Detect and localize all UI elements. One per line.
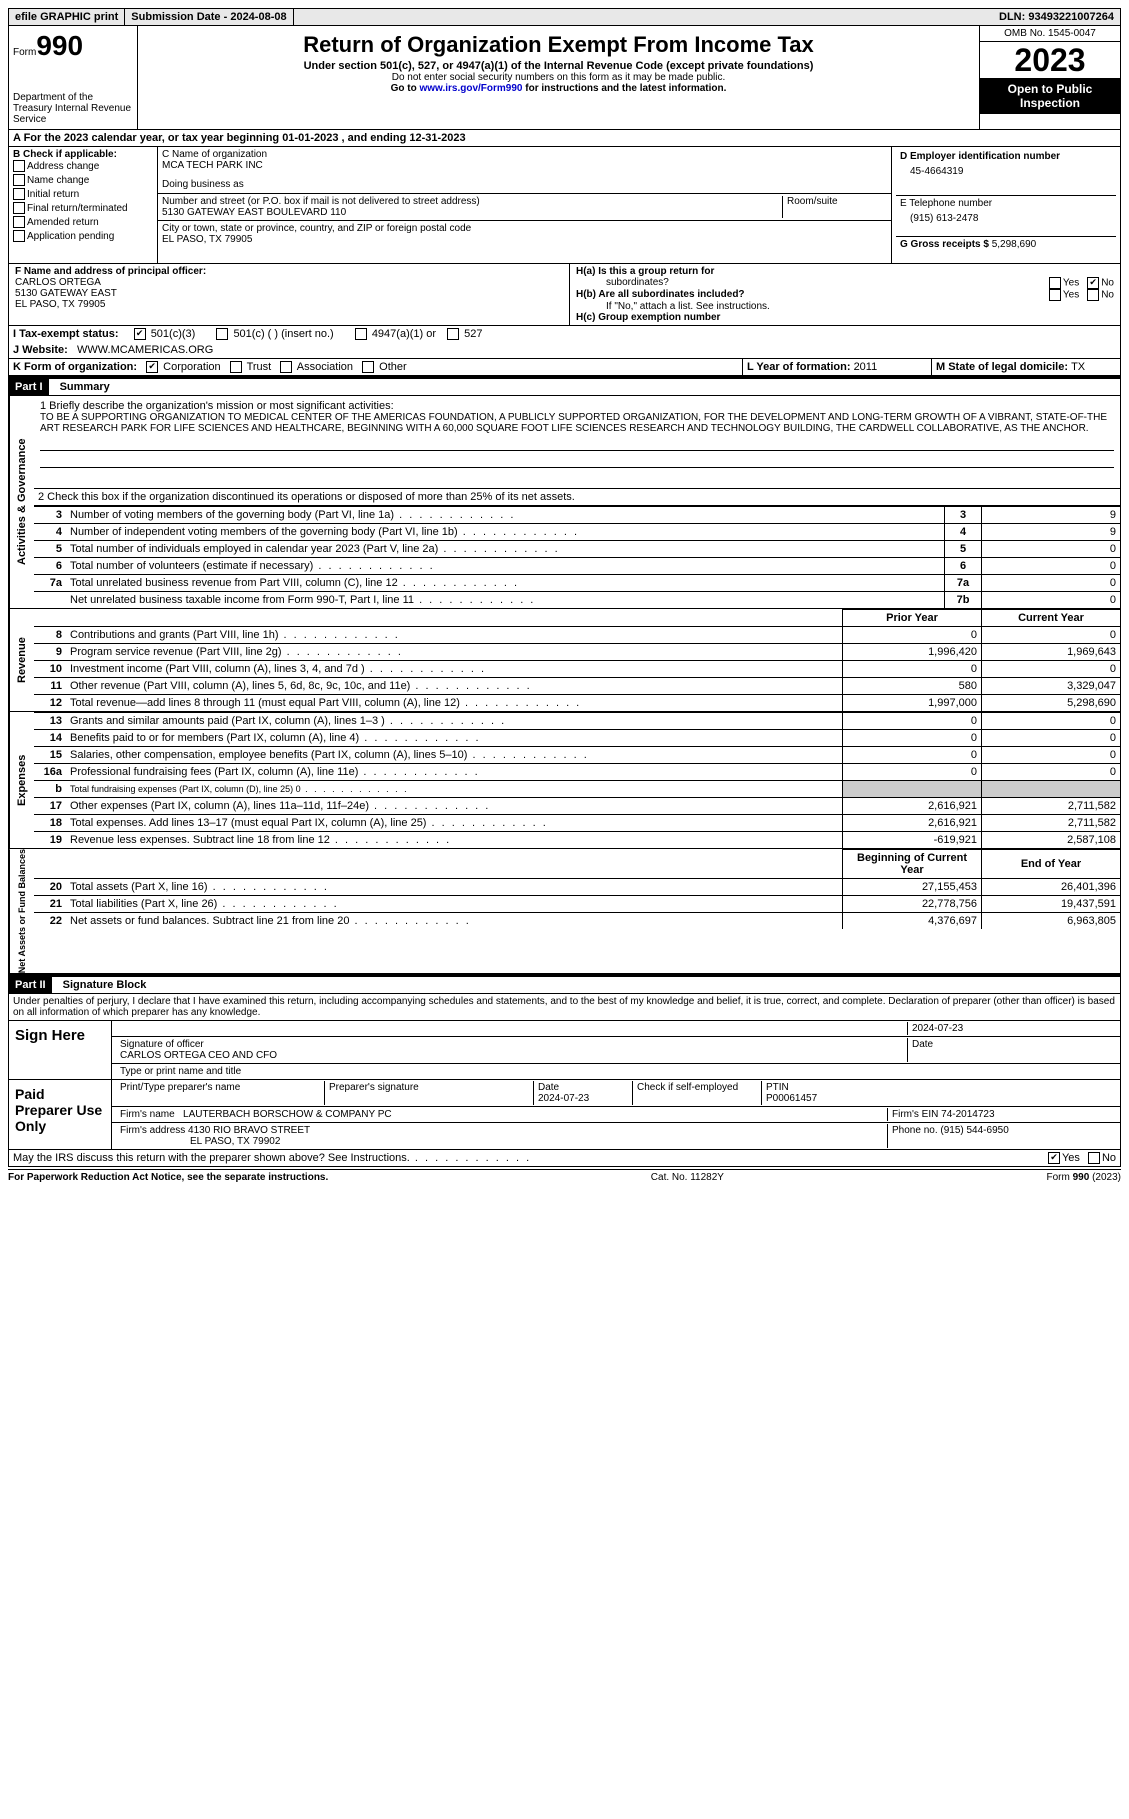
- row-m: M State of legal domicile: TX: [932, 359, 1120, 375]
- governance-table: 3Number of voting members of the governi…: [34, 506, 1120, 608]
- cb-name[interactable]: Name change: [13, 174, 153, 188]
- firm-addr1: 4130 RIO BRAVO STREET: [188, 1125, 310, 1136]
- cb-501c3[interactable]: 501(c)(3): [134, 328, 196, 340]
- col-b: B Check if applicable: Address change Na…: [9, 147, 158, 263]
- top-bar: efile GRAPHIC print Submission Date - 20…: [8, 8, 1121, 26]
- hb-no[interactable]: No: [1087, 289, 1114, 301]
- cb-pending[interactable]: Application pending: [13, 230, 153, 244]
- discuss-yes[interactable]: Yes: [1048, 1152, 1080, 1164]
- pra-notice: For Paperwork Reduction Act Notice, see …: [8, 1172, 328, 1183]
- form-ref: Form 990 (2023): [1047, 1172, 1121, 1183]
- part2-header: Part II Signature Block: [8, 975, 1121, 994]
- firm-ein: 74-2014723: [941, 1109, 994, 1120]
- org-name: MCA TECH PARK INC: [162, 160, 887, 171]
- officer-group-row: F Name and address of principal officer:…: [8, 264, 1121, 326]
- revenue-table: Prior YearCurrent Year8Contributions and…: [34, 609, 1120, 711]
- dept-label: Department of the Treasury Internal Reve…: [13, 92, 133, 125]
- cb-assoc[interactable]: Association: [280, 361, 353, 373]
- col-d: D Employer identification number 45-4664…: [892, 147, 1120, 263]
- omb-number: OMB No. 1545-0047: [980, 26, 1120, 42]
- header-left: Form990 Department of the Treasury Inter…: [9, 26, 138, 129]
- dln-cell: DLN: 93493221007264: [993, 9, 1120, 25]
- cat-no: Cat. No. 11282Y: [651, 1172, 724, 1183]
- balance-table: Beginning of Current YearEnd of Year20To…: [34, 849, 1120, 929]
- tax-year: 2023: [980, 42, 1120, 78]
- ptin-value: P00061457: [766, 1093, 817, 1104]
- cb-amended[interactable]: Amended return: [13, 216, 153, 230]
- officer-name: CARLOS ORTEGA: [15, 277, 563, 288]
- inspection-badge: Open to Public Inspection: [980, 78, 1120, 114]
- cb-corp[interactable]: Corporation: [146, 361, 221, 373]
- side-netassets: Net Assets or Fund Balances: [9, 849, 34, 973]
- governance-section: Activities & Governance 1 Briefly descri…: [8, 396, 1121, 609]
- cb-501c[interactable]: 501(c) ( ) (insert no.): [216, 328, 333, 340]
- revenue-section: Revenue Prior YearCurrent Year8Contribut…: [8, 609, 1121, 712]
- submission-cell: Submission Date - 2024-08-08: [125, 9, 293, 25]
- expenses-section: Expenses 13Grants and similar amounts pa…: [8, 712, 1121, 849]
- sign-here-block: Sign Here 2024-07-23 Signature of office…: [8, 1021, 1121, 1080]
- cb-address[interactable]: Address change: [13, 160, 153, 174]
- footer: For Paperwork Reduction Act Notice, see …: [8, 1169, 1121, 1183]
- cb-trust[interactable]: Trust: [230, 361, 272, 373]
- discuss-row: May the IRS discuss this return with the…: [8, 1150, 1121, 1167]
- cb-final[interactable]: Final return/terminated: [13, 202, 153, 216]
- netassets-section: Net Assets or Fund Balances Beginning of…: [8, 849, 1121, 975]
- form-header: Form990 Department of the Treasury Inter…: [8, 26, 1121, 130]
- street-address: 5130 GATEWAY EAST BOULEVARD 110: [162, 207, 782, 218]
- col-f: F Name and address of principal officer:…: [9, 264, 570, 325]
- header-right: OMB No. 1545-0047 2023 Open to Public In…: [980, 26, 1120, 129]
- preparer-label: Paid Preparer Use Only: [9, 1080, 112, 1149]
- cb-4947[interactable]: 4947(a)(1) or: [355, 328, 436, 340]
- col-h: H(a) Is this a group return for subordin…: [570, 264, 1120, 325]
- efile-label: efile GRAPHIC print: [9, 9, 125, 25]
- row-l: L Year of formation: 2011: [743, 359, 932, 375]
- gross-receipts: 5,298,690: [992, 239, 1037, 250]
- row-i: I Tax-exempt status: 501(c)(3) 501(c) ( …: [8, 326, 1121, 342]
- website-value: WWW.MCAMERICAS.ORG: [77, 344, 213, 356]
- prep-date: 2024-07-23: [538, 1093, 589, 1104]
- row-k: K Form of organization: Corporation Trus…: [9, 359, 743, 375]
- side-expenses: Expenses: [9, 712, 34, 848]
- perjury-text: Under penalties of perjury, I declare th…: [8, 994, 1121, 1021]
- entity-block: B Check if applicable: Address change Na…: [8, 147, 1121, 264]
- mission-text: TO BE A SUPPORTING ORGANIZATION TO MEDIC…: [40, 412, 1114, 434]
- ein-value: 45-4664319: [900, 166, 1112, 177]
- header-mid: Return of Organization Exempt From Incom…: [138, 26, 980, 129]
- ha-yes[interactable]: Yes: [1049, 277, 1079, 289]
- sign-here-label: Sign Here: [9, 1021, 112, 1079]
- telephone: (915) 613-2478: [900, 213, 1112, 224]
- side-revenue: Revenue: [9, 609, 34, 711]
- side-governance: Activities & Governance: [9, 396, 34, 608]
- hb-yes[interactable]: Yes: [1049, 289, 1079, 301]
- city-state-zip: EL PASO, TX 79905: [162, 234, 887, 245]
- mission-block: 1 Briefly describe the organization's mi…: [34, 396, 1120, 489]
- preparer-block: Paid Preparer Use Only Print/Type prepar…: [8, 1080, 1121, 1150]
- cb-other[interactable]: Other: [362, 361, 407, 373]
- row-klm: K Form of organization: Corporation Trus…: [8, 359, 1121, 377]
- officer-sig-name: CARLOS ORTEGA CEO AND CFO: [120, 1050, 903, 1061]
- sign-date: 2024-07-23: [908, 1022, 1116, 1035]
- expenses-table: 13Grants and similar amounts paid (Part …: [34, 712, 1120, 848]
- form-title: Return of Organization Exempt From Incom…: [142, 32, 975, 58]
- col-c: C Name of organization MCA TECH PARK INC…: [158, 147, 892, 263]
- ssn-note: Do not enter social security numbers on …: [142, 72, 975, 83]
- ha-no[interactable]: No: [1087, 277, 1114, 289]
- cb-initial[interactable]: Initial return: [13, 188, 153, 202]
- discuss-no[interactable]: No: [1088, 1152, 1116, 1164]
- goto-note: Go to www.irs.gov/Form990 for instructio…: [142, 83, 975, 94]
- irs-link[interactable]: www.irs.gov/Form990: [419, 83, 522, 94]
- self-employed-check[interactable]: Check if self-employed: [633, 1081, 762, 1105]
- firm-name: LAUTERBACH BORSCHOW & COMPANY PC: [183, 1109, 392, 1120]
- cb-527[interactable]: 527: [447, 328, 482, 340]
- form-number: 990: [36, 30, 83, 61]
- row-j: J Website: WWW.MCAMERICAS.ORG: [8, 342, 1121, 359]
- firm-phone: (915) 544-6950: [940, 1125, 1008, 1136]
- part1-header: Part I Summary: [8, 377, 1121, 396]
- form-subtitle: Under section 501(c), 527, or 4947(a)(1)…: [142, 60, 975, 72]
- line-a: A For the 2023 calendar year, or tax yea…: [8, 130, 1121, 147]
- room-label: Room/suite: [782, 196, 887, 218]
- line-2: 2 Check this box if the organization dis…: [34, 489, 1120, 506]
